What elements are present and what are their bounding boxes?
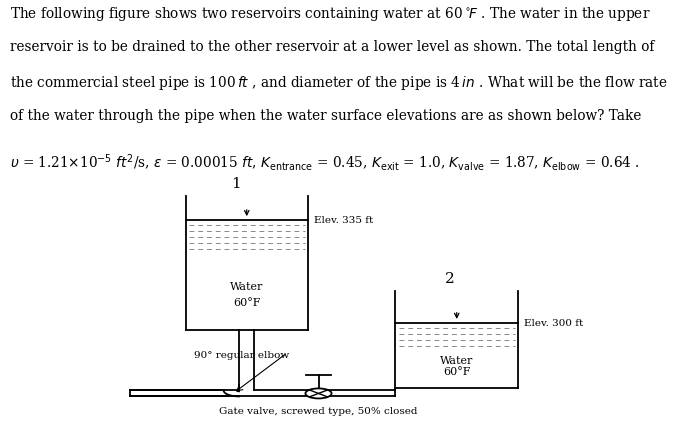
Text: 90° regular elbow: 90° regular elbow — [194, 351, 289, 360]
Text: Elev. 335 ft: Elev. 335 ft — [314, 216, 373, 225]
Text: 60°F: 60°F — [443, 367, 470, 378]
Text: The following figure shows two reservoirs containing water at 60$\,^{\circ}\!F$ : The following figure shows two reservoir… — [10, 5, 651, 23]
Text: $\upsilon$ = 1.21$\times$10$^{-5}$ $ft^{2}$/s, $\varepsilon$ = 0.00015 $ft$, $K_: $\upsilon$ = 1.21$\times$10$^{-5}$ $ft^{… — [10, 152, 640, 173]
Text: Water: Water — [230, 283, 263, 292]
Text: reservoir is to be drained to the other reservoir at a lower level as shown. The: reservoir is to be drained to the other … — [10, 40, 654, 54]
Text: Elev. 300 ft: Elev. 300 ft — [524, 319, 583, 328]
Text: the commercial steel pipe is 100$\,ft$ , and diameter of the pipe is 4$\,in$ . W: the commercial steel pipe is 100$\,ft$ ,… — [10, 74, 668, 92]
Text: 60°F: 60°F — [233, 299, 260, 308]
Text: 2: 2 — [445, 272, 454, 286]
Text: 1: 1 — [232, 177, 241, 191]
Text: Gate valve, screwed type, 50% closed: Gate valve, screwed type, 50% closed — [219, 407, 418, 416]
Text: Water: Water — [440, 356, 473, 366]
Text: of the water through the pipe when the water surface elevations are as shown bel: of the water through the pipe when the w… — [10, 109, 642, 123]
Circle shape — [305, 388, 332, 398]
